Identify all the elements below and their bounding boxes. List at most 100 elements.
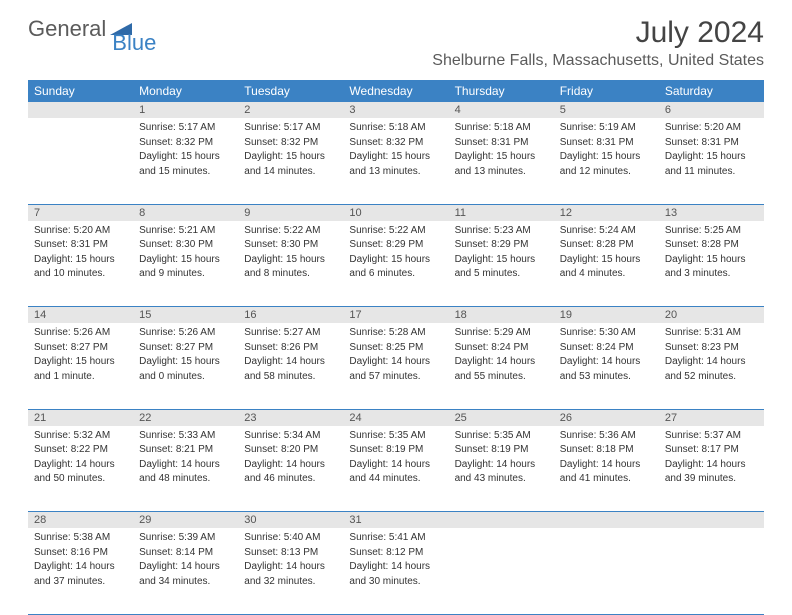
day-cell bbox=[28, 118, 133, 204]
month-title: July 2024 bbox=[432, 16, 764, 50]
day-number: 13 bbox=[659, 204, 764, 221]
logo-text-blue: Blue bbox=[112, 30, 156, 56]
day-number: 20 bbox=[659, 307, 764, 324]
sunrise-text: Sunrise: 5:28 AM bbox=[349, 326, 442, 340]
day-number-row: 78910111213 bbox=[28, 204, 764, 221]
day1-text: Daylight: 15 hours bbox=[455, 253, 548, 267]
day-cell-content: Sunrise: 5:26 AMSunset: 8:27 PMDaylight:… bbox=[133, 323, 238, 390]
day1-text: Daylight: 14 hours bbox=[244, 355, 337, 369]
day-cell: Sunrise: 5:33 AMSunset: 8:21 PMDaylight:… bbox=[133, 426, 238, 512]
day-cell: Sunrise: 5:36 AMSunset: 8:18 PMDaylight:… bbox=[554, 426, 659, 512]
week-content-row: Sunrise: 5:38 AMSunset: 8:16 PMDaylight:… bbox=[28, 528, 764, 614]
day-cell: Sunrise: 5:22 AMSunset: 8:29 PMDaylight:… bbox=[343, 221, 448, 307]
day-number: 15 bbox=[133, 307, 238, 324]
day1-text: Daylight: 15 hours bbox=[139, 150, 232, 164]
sunrise-text: Sunrise: 5:33 AM bbox=[139, 429, 232, 443]
day-cell: Sunrise: 5:29 AMSunset: 8:24 PMDaylight:… bbox=[449, 323, 554, 409]
day-cell: Sunrise: 5:40 AMSunset: 8:13 PMDaylight:… bbox=[238, 528, 343, 614]
calendar-table: Sunday Monday Tuesday Wednesday Thursday… bbox=[28, 80, 764, 615]
day-number: 17 bbox=[343, 307, 448, 324]
day1-text: Daylight: 15 hours bbox=[34, 253, 127, 267]
day2-text: and 32 minutes. bbox=[244, 575, 337, 589]
day-cell-content: Sunrise: 5:18 AMSunset: 8:31 PMDaylight:… bbox=[449, 118, 554, 185]
day1-text: Daylight: 14 hours bbox=[244, 458, 337, 472]
sunrise-text: Sunrise: 5:41 AM bbox=[349, 531, 442, 545]
title-block: July 2024 Shelburne Falls, Massachusetts… bbox=[432, 16, 764, 70]
sunrise-text: Sunrise: 5:27 AM bbox=[244, 326, 337, 340]
sunset-text: Sunset: 8:27 PM bbox=[34, 341, 127, 355]
day-number: 2 bbox=[238, 102, 343, 118]
day1-text: Daylight: 15 hours bbox=[139, 355, 232, 369]
day2-text: and 50 minutes. bbox=[34, 472, 127, 486]
day-number: 3 bbox=[343, 102, 448, 118]
day1-text: Daylight: 15 hours bbox=[349, 150, 442, 164]
sunset-text: Sunset: 8:17 PM bbox=[665, 443, 758, 457]
day2-text: and 41 minutes. bbox=[560, 472, 653, 486]
sunrise-text: Sunrise: 5:17 AM bbox=[244, 121, 337, 135]
day-number bbox=[659, 512, 764, 529]
day-number: 25 bbox=[449, 409, 554, 426]
location-text: Shelburne Falls, Massachusetts, United S… bbox=[432, 52, 764, 70]
sunset-text: Sunset: 8:31 PM bbox=[455, 136, 548, 150]
day2-text: and 13 minutes. bbox=[349, 165, 442, 179]
day-cell: Sunrise: 5:19 AMSunset: 8:31 PMDaylight:… bbox=[554, 118, 659, 204]
sunrise-text: Sunrise: 5:37 AM bbox=[665, 429, 758, 443]
day-header: Tuesday bbox=[238, 80, 343, 102]
day2-text: and 37 minutes. bbox=[34, 575, 127, 589]
day-cell: Sunrise: 5:18 AMSunset: 8:31 PMDaylight:… bbox=[449, 118, 554, 204]
sunset-text: Sunset: 8:19 PM bbox=[455, 443, 548, 457]
sunset-text: Sunset: 8:27 PM bbox=[139, 341, 232, 355]
day-cell: Sunrise: 5:32 AMSunset: 8:22 PMDaylight:… bbox=[28, 426, 133, 512]
day-cell: Sunrise: 5:28 AMSunset: 8:25 PMDaylight:… bbox=[343, 323, 448, 409]
day-number: 5 bbox=[554, 102, 659, 118]
sunset-text: Sunset: 8:24 PM bbox=[455, 341, 548, 355]
day-number: 7 bbox=[28, 204, 133, 221]
sunset-text: Sunset: 8:16 PM bbox=[34, 546, 127, 560]
sunset-text: Sunset: 8:29 PM bbox=[349, 238, 442, 252]
sunrise-text: Sunrise: 5:22 AM bbox=[349, 224, 442, 238]
day-number: 10 bbox=[343, 204, 448, 221]
day2-text: and 8 minutes. bbox=[244, 267, 337, 281]
day-number-row: 123456 bbox=[28, 102, 764, 118]
day-cell-content: Sunrise: 5:17 AMSunset: 8:32 PMDaylight:… bbox=[238, 118, 343, 185]
day-cell: Sunrise: 5:20 AMSunset: 8:31 PMDaylight:… bbox=[659, 118, 764, 204]
day1-text: Daylight: 14 hours bbox=[139, 458, 232, 472]
sunrise-text: Sunrise: 5:34 AM bbox=[244, 429, 337, 443]
day-number bbox=[28, 102, 133, 118]
sunset-text: Sunset: 8:25 PM bbox=[349, 341, 442, 355]
day-cell-content: Sunrise: 5:19 AMSunset: 8:31 PMDaylight:… bbox=[554, 118, 659, 185]
day-number: 16 bbox=[238, 307, 343, 324]
sunrise-text: Sunrise: 5:29 AM bbox=[455, 326, 548, 340]
day1-text: Daylight: 14 hours bbox=[560, 458, 653, 472]
sunset-text: Sunset: 8:12 PM bbox=[349, 546, 442, 560]
day-number: 18 bbox=[449, 307, 554, 324]
day-cell bbox=[659, 528, 764, 614]
day1-text: Daylight: 15 hours bbox=[455, 150, 548, 164]
day2-text: and 53 minutes. bbox=[560, 370, 653, 384]
sunrise-text: Sunrise: 5:18 AM bbox=[455, 121, 548, 135]
sunrise-text: Sunrise: 5:26 AM bbox=[139, 326, 232, 340]
day-cell-content: Sunrise: 5:33 AMSunset: 8:21 PMDaylight:… bbox=[133, 426, 238, 493]
sunset-text: Sunset: 8:20 PM bbox=[244, 443, 337, 457]
day1-text: Daylight: 14 hours bbox=[34, 560, 127, 574]
day-cell: Sunrise: 5:26 AMSunset: 8:27 PMDaylight:… bbox=[133, 323, 238, 409]
day2-text: and 9 minutes. bbox=[139, 267, 232, 281]
day-cell: Sunrise: 5:35 AMSunset: 8:19 PMDaylight:… bbox=[343, 426, 448, 512]
sunrise-text: Sunrise: 5:32 AM bbox=[34, 429, 127, 443]
day1-text: Daylight: 15 hours bbox=[665, 253, 758, 267]
day-cell: Sunrise: 5:31 AMSunset: 8:23 PMDaylight:… bbox=[659, 323, 764, 409]
day-header: Sunday bbox=[28, 80, 133, 102]
day-cell: Sunrise: 5:17 AMSunset: 8:32 PMDaylight:… bbox=[133, 118, 238, 204]
sunset-text: Sunset: 8:24 PM bbox=[560, 341, 653, 355]
sunset-text: Sunset: 8:30 PM bbox=[244, 238, 337, 252]
sunset-text: Sunset: 8:21 PM bbox=[139, 443, 232, 457]
day-number: 23 bbox=[238, 409, 343, 426]
day-number-row: 14151617181920 bbox=[28, 307, 764, 324]
sunset-text: Sunset: 8:18 PM bbox=[560, 443, 653, 457]
sunset-text: Sunset: 8:30 PM bbox=[139, 238, 232, 252]
day-cell: Sunrise: 5:23 AMSunset: 8:29 PMDaylight:… bbox=[449, 221, 554, 307]
day-cell-content: Sunrise: 5:25 AMSunset: 8:28 PMDaylight:… bbox=[659, 221, 764, 288]
day-cell-content: Sunrise: 5:23 AMSunset: 8:29 PMDaylight:… bbox=[449, 221, 554, 288]
day2-text: and 39 minutes. bbox=[665, 472, 758, 486]
sunrise-text: Sunrise: 5:21 AM bbox=[139, 224, 232, 238]
